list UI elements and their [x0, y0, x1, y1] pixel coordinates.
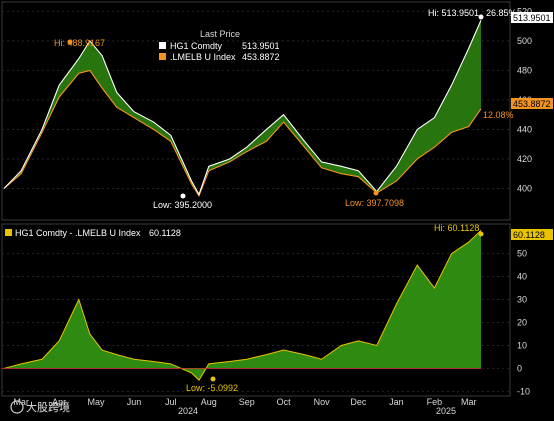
spread-panel: -10 0 10 20 30 40 50 HG1 Comdty - .LMELB U Ind…	[1, 223, 553, 397]
x-month-label: May	[87, 397, 105, 407]
spread-area-fill	[4, 230, 481, 381]
legend-name-spread: HG1 Comdty - .LMELB U Index	[15, 228, 141, 238]
x-month-label: Apr	[52, 397, 66, 407]
price-y-tick-label: 480	[517, 65, 532, 75]
x-year-2025: 2025	[436, 406, 456, 416]
spread-y-tick-label: -10	[517, 386, 530, 396]
annotation-hi-left: Hi: 488.9167	[54, 38, 105, 48]
price-y-tick-label: 420	[517, 154, 532, 164]
x-month-label: Jul	[165, 397, 177, 407]
marker-hi-top	[478, 14, 484, 20]
watermark-text: 大股跨境	[26, 400, 70, 414]
annotation-low-right: Low: 397.7098	[345, 198, 404, 208]
marker-low-left	[180, 193, 186, 199]
annotation-spread-low: Low: -5.0992	[186, 383, 238, 393]
x-month-label: Oct	[277, 397, 292, 407]
last-tag-hg: 513.9501	[513, 13, 551, 23]
annotation-pct-lme: 12.08%	[483, 110, 514, 120]
last-tag-spread-box	[511, 229, 553, 240]
x-month-label: Aug	[201, 397, 217, 407]
last-tag-spread: 60.1128	[513, 230, 545, 240]
price-y-tick-label: 440	[517, 124, 532, 134]
x-month-label: Feb	[427, 397, 443, 407]
last-tag-lme-box	[511, 98, 553, 109]
marker-spread-low	[210, 376, 216, 382]
spread-y-tick-label: 20	[517, 317, 527, 327]
annotation-spread-hi: Hi: 60.1128	[434, 223, 479, 233]
spread-y-tick-label: 0	[517, 363, 522, 373]
x-year-2024: 2024	[178, 406, 198, 416]
price-y-tick-label: 500	[517, 36, 532, 46]
spread-line	[3, 230, 482, 381]
price-y-tick-label: 520	[517, 6, 532, 16]
marker-low-right	[373, 190, 379, 196]
marker-spread-hi	[478, 231, 484, 237]
legend-name-lme: .LMELB U Index	[170, 52, 236, 62]
legend-value-spread: 60.1128	[149, 228, 181, 238]
price-panel-frame	[1, 1, 511, 221]
spread-area	[2, 230, 482, 381]
series-line-lme	[3, 69, 482, 198]
legend-name-hg: HG1 Comdty	[170, 41, 223, 51]
x-month-label: Sep	[239, 397, 255, 407]
price-panel: 400420440460480500520 Last Price HG1 Com…	[1, 1, 553, 221]
legend-swatch-lme	[159, 53, 166, 60]
x-month-label: Nov	[314, 397, 331, 407]
last-tag-hg-box	[511, 12, 553, 23]
last-tag-lme: 453.8872	[513, 99, 551, 109]
series-line-hg	[3, 20, 482, 196]
legend-swatch-spread	[5, 229, 12, 236]
x-month-label: Mar	[461, 397, 477, 407]
annotation-hi-top-pct: 26.85%	[486, 8, 517, 18]
spread-y-ticks: -10 0 10 20 30 40 50	[517, 249, 530, 397]
watermark: 大股跨境	[10, 400, 70, 414]
legend-title: Last Price	[200, 29, 240, 39]
legend-value-lme: 453.8872	[242, 52, 280, 62]
x-month-label: Jun	[127, 397, 142, 407]
x-month-label: Jan	[389, 397, 404, 407]
annotation-low-left: Low: 395.2000	[153, 200, 212, 210]
price-lines	[3, 20, 482, 198]
watermark-logo-icon	[10, 400, 24, 414]
marker-hi-left	[67, 39, 73, 45]
legend-value-hg: 513.9501	[242, 41, 280, 51]
x-month-label: Dec	[350, 397, 367, 407]
legend-swatch-hg	[159, 42, 166, 49]
annotation-hi-top: Hi: 513.9501	[428, 8, 479, 18]
price-y-tick-label: 400	[517, 183, 532, 193]
spread-y-tick-label: 30	[517, 295, 527, 305]
spread-y-tick-label: 50	[517, 249, 527, 259]
spread-y-tick-label: 10	[517, 340, 527, 350]
spread-y-tick-label: 40	[517, 272, 527, 282]
